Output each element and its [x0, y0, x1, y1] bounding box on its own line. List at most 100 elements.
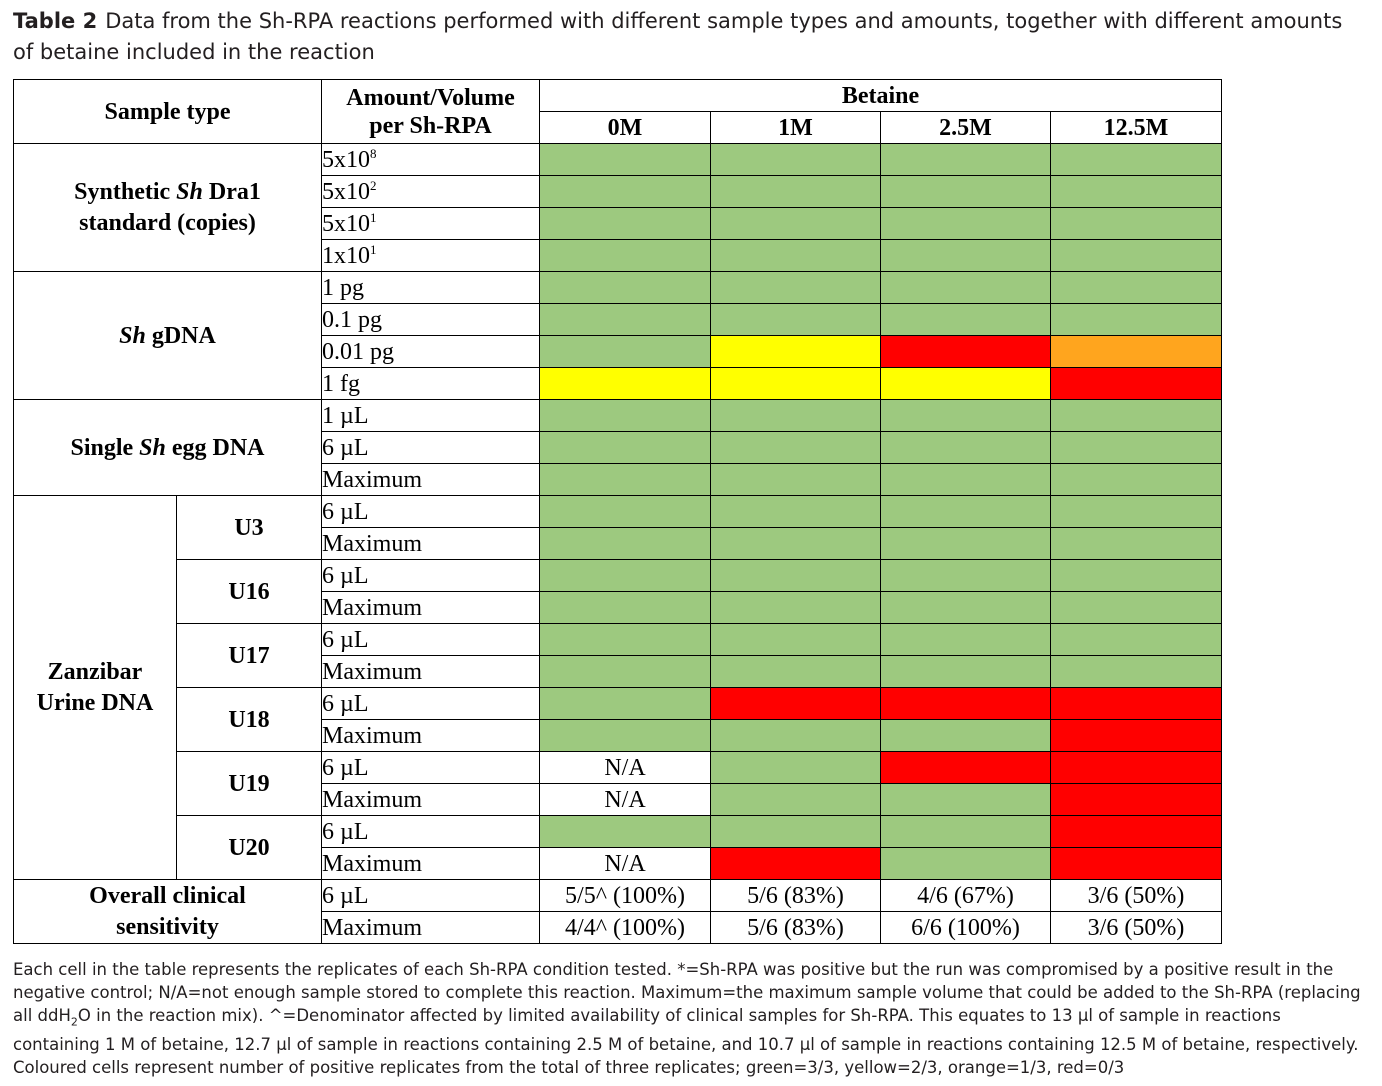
sensitivity-value: 5/6 (83%) — [710, 911, 881, 944]
result-cell — [880, 431, 1051, 464]
amount-value: 6 µL — [322, 754, 369, 781]
amount-cell: 5x102 — [321, 175, 540, 208]
amount-value: 1 fg — [322, 370, 360, 397]
result-cell — [710, 495, 881, 528]
amount-value: 6 µL — [322, 562, 369, 589]
group-synthetic-line1: Synthetic Sh Dra1 — [14, 177, 321, 208]
amount-cell: Maximum — [321, 719, 540, 752]
caption-text: Data from the Sh-RPA reactions performed… — [13, 9, 1343, 64]
sensitivity-value: 4/4^ (100%) — [539, 911, 711, 944]
result-cell — [710, 367, 881, 400]
amount-value: Maximum — [322, 850, 422, 877]
amount-cell: 6 µL — [321, 559, 540, 592]
amount-cell: 1 pg — [321, 271, 540, 304]
table-row: Single Sh egg DNA 1 µL — [13, 399, 1222, 496]
amount-cell: 1 fg — [321, 367, 540, 400]
amount-value: 5x10 — [322, 146, 370, 173]
amount-cell: 6 µL — [321, 687, 540, 720]
result-cell — [539, 367, 711, 400]
result-cell — [710, 303, 881, 336]
subgroup-u19: U19 — [176, 751, 322, 816]
group-overall-line1: Overall clinical — [89, 882, 246, 909]
result-cell — [539, 303, 711, 336]
group-synthetic: Synthetic Sh Dra1 standard (copies) — [13, 143, 322, 272]
table-row: U19 6 µL N/A — [14, 751, 1222, 816]
result-cell — [710, 623, 881, 656]
result-cell — [1050, 591, 1222, 624]
table-row: U16 6 µL — [14, 559, 1222, 624]
result-cell — [880, 527, 1051, 560]
amount-value: 6 µL — [322, 498, 369, 525]
result-cell — [710, 591, 881, 624]
subgroup-u20: U20 — [176, 815, 322, 880]
result-cell — [880, 559, 1051, 592]
sensitivity-value: 3/6 (50%) — [1050, 879, 1222, 912]
result-cell — [539, 815, 711, 848]
table-row: 0.1 pg — [14, 303, 1222, 336]
result-cell — [539, 495, 711, 528]
result-cell — [710, 207, 881, 240]
footnote-part2: O in the reaction mix). ^=Denominator af… — [13, 1006, 1359, 1078]
group-label-part: Synthetic — [74, 178, 177, 205]
result-cell — [539, 591, 711, 624]
sensitivity-value: 3/6 (50%) — [1050, 911, 1222, 944]
result-cell — [539, 463, 711, 496]
result-cell — [880, 463, 1051, 496]
result-cell — [710, 719, 881, 752]
result-cell — [710, 335, 881, 368]
amount-cell: 0.1 pg — [321, 303, 540, 336]
amount-cell: 6 µL — [321, 431, 540, 464]
amount-value: 5x10 — [322, 178, 370, 205]
result-cell — [1050, 623, 1222, 656]
result-cell-na: N/A — [539, 751, 711, 784]
group-zanzibar-line2: Urine DNA — [36, 689, 154, 716]
amount-value: 1x10 — [322, 242, 370, 269]
table-row: Maximum — [14, 591, 1222, 624]
amount-cell: 1x101 — [321, 239, 540, 272]
table-row: U20 6 µL — [14, 815, 1222, 880]
subgroup-u3: U3 — [176, 495, 322, 560]
result-cell — [880, 719, 1051, 752]
result-cell — [880, 495, 1051, 528]
sensitivity-row: Maximum 4/4^ (100%) 5/6 (83%) 6/6 (100%) 3/6… — [14, 911, 1222, 944]
amount-value: Maximum — [322, 786, 422, 813]
result-cell — [1050, 431, 1222, 464]
group-gdna: Sh gDNA — [13, 271, 322, 400]
group-overall: Overall clinical sensitivity — [13, 879, 322, 944]
table-row: 5x102 — [14, 175, 1222, 208]
conc-header-0m: 0M — [539, 111, 711, 144]
footnote-subscript: 2 — [70, 1015, 78, 1029]
result-cell — [1050, 687, 1222, 720]
amount-header-line1: Amount/Volume — [346, 84, 515, 111]
result-cell — [880, 783, 1051, 816]
amount-value: 1 µL — [322, 402, 369, 429]
amount-value: 6 µL — [322, 690, 369, 717]
table-row: Zanzibar Urine DNA U3 6 µL — [13, 495, 1222, 880]
result-cell — [710, 559, 881, 592]
amount-cell: 5x108 — [321, 143, 540, 176]
result-cell — [880, 271, 1051, 304]
table-row: U17 6 µL — [14, 623, 1222, 688]
result-cell — [1050, 495, 1222, 528]
table-row: Maximum — [14, 719, 1222, 752]
group-label-part: Single — [70, 434, 140, 461]
table-row: 1 fg — [14, 367, 1222, 400]
amount-header-line2: per Sh-RPA — [369, 112, 492, 139]
amount-cell: 6 µL — [321, 495, 540, 528]
result-cell — [539, 335, 711, 368]
result-cell — [539, 239, 711, 272]
result-cell — [1050, 399, 1222, 432]
sensitivity-row: Overall clinical sensitivity 6 µL 5/5^ (100… — [13, 879, 1222, 944]
amount-value: Maximum — [322, 594, 422, 621]
result-cell — [539, 559, 711, 592]
amount-cell: Maximum — [321, 911, 540, 944]
table-row: Maximum — [14, 655, 1222, 688]
amount-value: 6 µL — [322, 626, 369, 653]
result-cell — [710, 271, 881, 304]
result-cell — [1050, 463, 1222, 496]
result-cell — [710, 431, 881, 464]
amount-value: Maximum — [322, 466, 422, 493]
table-row: U18 6 µL — [14, 687, 1222, 752]
result-cell — [880, 751, 1051, 784]
group-overall-line2: sensitivity — [116, 913, 219, 940]
